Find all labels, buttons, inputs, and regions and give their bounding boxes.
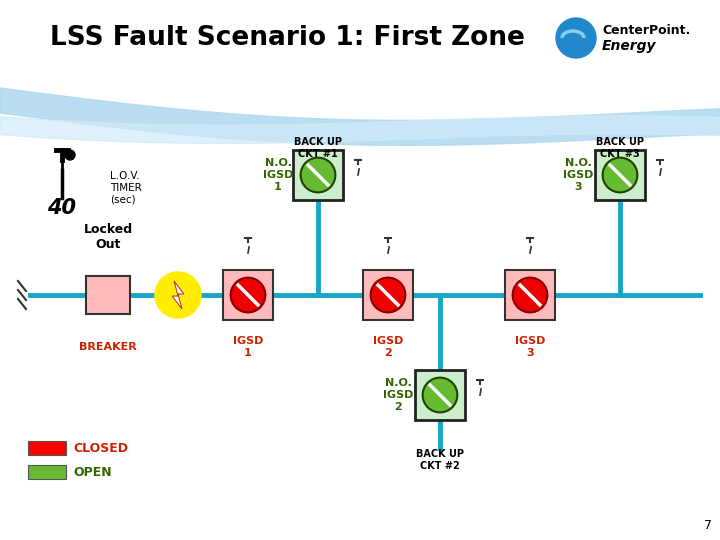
Text: BREAKER: BREAKER — [79, 342, 137, 352]
Text: 40: 40 — [48, 198, 76, 218]
Bar — [28, 465, 66, 479]
Text: CLOSED: CLOSED — [73, 442, 128, 455]
Circle shape — [377, 242, 399, 264]
Circle shape — [156, 273, 200, 317]
Text: BACK UP
CKT #2: BACK UP CKT #2 — [416, 449, 464, 471]
Circle shape — [649, 164, 671, 186]
Text: IGSD
2: IGSD 2 — [373, 336, 403, 358]
Circle shape — [65, 150, 75, 160]
Circle shape — [519, 242, 541, 264]
Text: IGSD
3: IGSD 3 — [515, 336, 545, 358]
Text: Locked
Out: Locked Out — [84, 223, 132, 251]
Circle shape — [469, 384, 491, 406]
Circle shape — [603, 158, 637, 192]
Polygon shape — [172, 281, 184, 309]
Text: IGSD
1: IGSD 1 — [233, 336, 264, 358]
Text: CenterPoint.: CenterPoint. — [602, 24, 690, 37]
Bar — [364, 271, 413, 320]
Text: N.O.
IGSD
1: N.O. IGSD 1 — [263, 158, 293, 192]
Text: N.O.
IGSD
2: N.O. IGSD 2 — [383, 379, 413, 411]
Bar — [28, 441, 66, 455]
Bar — [595, 150, 644, 200]
Circle shape — [24, 160, 100, 236]
Bar — [86, 276, 130, 314]
Circle shape — [513, 278, 547, 312]
Circle shape — [423, 377, 457, 413]
Circle shape — [371, 278, 405, 312]
Circle shape — [237, 242, 259, 264]
Text: OPEN: OPEN — [73, 465, 112, 478]
Bar — [505, 271, 554, 320]
Text: L.O.V.
TIMER
(sec): L.O.V. TIMER (sec) — [110, 171, 142, 205]
Circle shape — [556, 18, 596, 58]
Text: BACK UP
CKT #3: BACK UP CKT #3 — [596, 137, 644, 159]
Circle shape — [347, 164, 369, 186]
Bar — [293, 150, 343, 200]
Text: 7: 7 — [704, 519, 712, 532]
Bar — [0, 0, 720, 78]
Bar — [415, 370, 464, 420]
Text: LSS Fault Scenario 1: First Zone: LSS Fault Scenario 1: First Zone — [50, 25, 525, 51]
Circle shape — [230, 278, 266, 312]
Text: BACK UP
CKT #1: BACK UP CKT #1 — [294, 137, 342, 159]
Bar — [223, 271, 273, 320]
Circle shape — [301, 158, 336, 192]
Text: N.O.
IGSD
3: N.O. IGSD 3 — [563, 158, 593, 192]
Text: Energy: Energy — [602, 39, 657, 53]
